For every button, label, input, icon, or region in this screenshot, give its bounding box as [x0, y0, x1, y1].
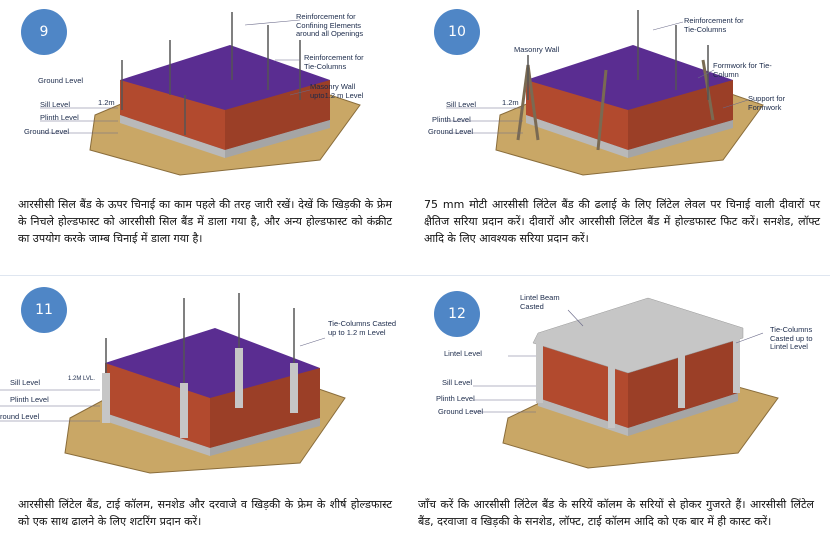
house-illustration: [0, 293, 346, 474]
step-badge: 9: [21, 9, 67, 55]
label-sill-level: Sill Level: [446, 100, 477, 109]
label-plinth-level: Plinth Level: [10, 395, 49, 404]
label-lintel-level: Lintel Level: [444, 349, 482, 358]
label-reinforcement-tie-columns: Reinforcement for Tie-Columns: [684, 16, 744, 34]
step-badge: 10: [434, 9, 480, 55]
step-panel-11: 11 Tie-Columns Casted up to 1.2 m Level …: [0, 278, 412, 556]
label-dimension: 1.2m: [502, 98, 519, 107]
step-badge: 11: [21, 287, 67, 333]
step-caption: जाँच करें कि आरसीसी लिंटेल बैंड के सरिये…: [418, 498, 814, 528]
step-panel-9: 9 Reinforcement for Confining Elements a…: [0, 0, 412, 278]
label-sill-level: Sill Level: [40, 100, 71, 109]
label-tie-columns-casted: Tie-Columns Casted up to 1.2 m Level: [328, 319, 397, 337]
label-ground-level: Ground Level: [24, 127, 70, 136]
label-ground-level: round Level: [0, 412, 40, 421]
label-plinth-level: Plinth Level: [436, 394, 475, 403]
label-support-formwork: Support for Formwork: [748, 94, 786, 112]
label-dimension: 1.2M LVL.: [68, 376, 95, 382]
label-lintel-beam-casted: Lintel Beam Casted: [520, 293, 560, 311]
label-sill-level: Sill Level: [442, 378, 473, 387]
house-illustration: [473, 297, 779, 469]
panel-divider: [0, 275, 830, 276]
label-plinth-level: Plinth Level: [432, 115, 471, 124]
label-ground-level: Ground Level: [428, 127, 474, 136]
step-caption: आरसीसी सिल बैंड के ऊपर चिनाई का काम पहले…: [18, 198, 392, 245]
step-panel-12: 12 Lintel Beam Casted Tie-Columns Casted…: [418, 278, 830, 556]
label-sill-level: Sill Level: [10, 378, 41, 387]
step-caption: 75 mm मोटी आरसीसी लिंटेल बैंड की ढलाई के…: [424, 198, 820, 245]
step-caption: आरसीसी लिंटेल बैंड, टाई कॉलम, सनशेड और द…: [18, 498, 392, 528]
step-panel-10: 10 Reinforcement for Tie-Columns Masonry…: [418, 0, 830, 278]
label-dimension: 1.2m: [98, 98, 115, 107]
label-formwork: Formwork for Tie- Column: [713, 61, 772, 79]
step-badge: 12: [434, 291, 480, 337]
house-illustration: [40, 12, 361, 176]
label-tie-columns-lintel: Tie-Columns Casted up to Lintel Level: [770, 325, 813, 352]
label-reinforcement-tie-columns: Reinforcement for Tie-Columns: [304, 53, 364, 71]
label-ground-level: Ground Level: [438, 407, 484, 416]
label-masonry-wall: Masonry Wall upto1.2 m Level: [310, 82, 364, 100]
label-masonry-wall: Masonry Wall: [514, 45, 560, 54]
label-plinth-level: Plinth Level: [40, 113, 79, 122]
house-illustration: [446, 10, 764, 176]
label-reinforcement-openings: Reinforcement for Confining Elements aro…: [296, 12, 364, 39]
label-ground-level-top: Ground Level: [38, 76, 84, 85]
